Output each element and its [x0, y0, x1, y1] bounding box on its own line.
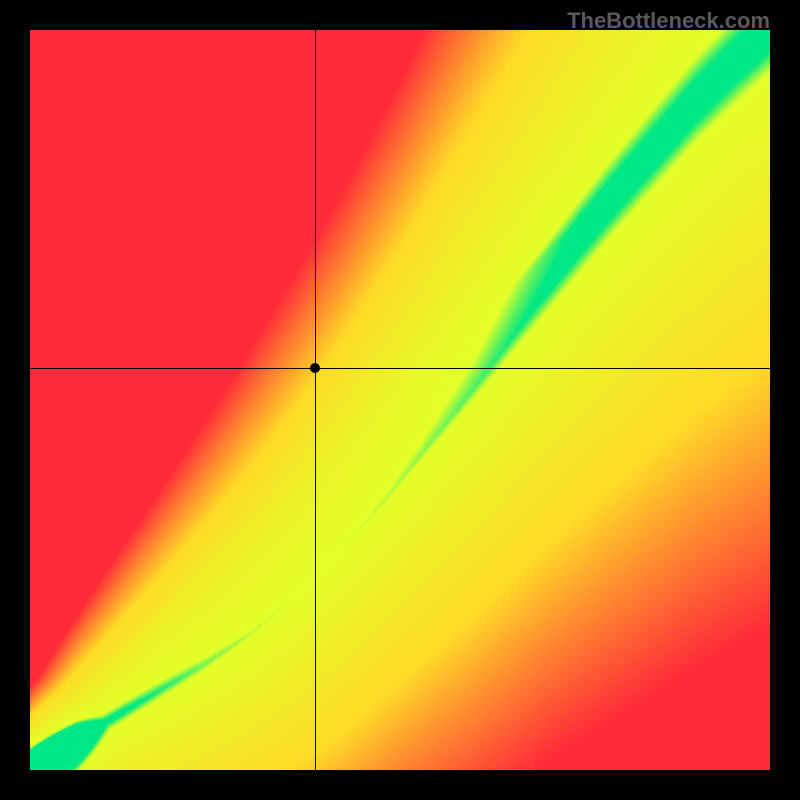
chart-container: TheBottleneck.com	[0, 0, 800, 800]
crosshair-horizontal	[30, 368, 770, 369]
crosshair-vertical	[315, 30, 316, 770]
plot-area	[30, 30, 770, 770]
selection-marker	[310, 363, 320, 373]
watermark-text: TheBottleneck.com	[567, 8, 770, 34]
heatmap-canvas	[30, 30, 770, 770]
